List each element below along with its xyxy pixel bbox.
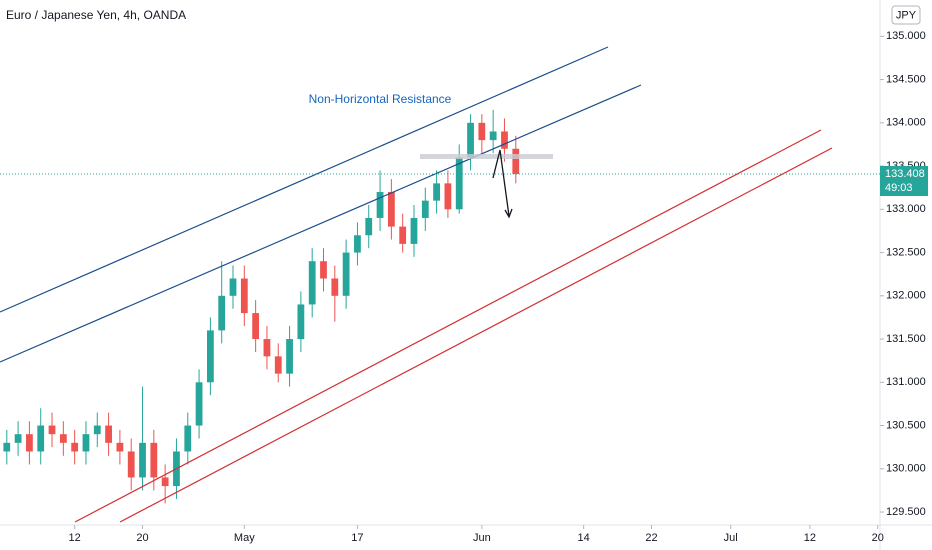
x-tick-label: 14 [578, 532, 590, 544]
trend-line [0, 84, 642, 363]
y-tick-label: 131.000 [886, 376, 926, 388]
candle-body [93, 425, 101, 435]
candle-body [331, 278, 339, 296]
candle-body [150, 442, 158, 478]
candle-body [26, 434, 33, 452]
y-tick-label: 132.000 [886, 290, 926, 302]
x-tick-label: 17 [351, 532, 363, 544]
candle-body [308, 261, 316, 305]
annotation: Non-Horizontal Resistance [309, 92, 452, 106]
candle-body [139, 442, 146, 478]
candle-body [320, 261, 327, 279]
x-tick-label: May [234, 532, 255, 544]
candle-body [184, 425, 192, 452]
price-axis-bg [880, 0, 932, 550]
countdown: 49:03 [885, 182, 913, 194]
candle-body [3, 442, 11, 452]
candle-body [195, 382, 203, 426]
last-price-label: 133.408 [885, 168, 925, 180]
candle-body [229, 278, 237, 296]
candle-body [161, 477, 169, 487]
marks [3, 109, 520, 504]
y-tick-label: 129.500 [886, 506, 926, 518]
y-tick-label: 132.500 [886, 246, 926, 258]
candle-body [376, 192, 384, 218]
candle-body [127, 451, 135, 478]
candle-body [82, 434, 90, 452]
candle-body [71, 442, 79, 452]
candle-body [478, 122, 486, 141]
arrow-head [504, 208, 513, 219]
candle-body [116, 442, 124, 452]
x-tick-label: Jul [724, 532, 738, 544]
candle-body [433, 183, 440, 201]
x-tick-label: 12 [69, 532, 81, 544]
candle-body [489, 131, 497, 141]
candle-body [14, 434, 22, 443]
x-tick-label: 20 [872, 532, 884, 544]
candle-body [37, 425, 45, 452]
candle-body [512, 148, 520, 175]
y-tick-label: 134.500 [886, 73, 926, 85]
candle-body [274, 356, 282, 374]
x-tick-label: Jun [473, 532, 491, 544]
candle-body [59, 434, 67, 443]
candle-body [444, 183, 452, 210]
x-tick-label: 22 [645, 532, 657, 544]
y-tick-label: 131.500 [886, 333, 926, 345]
trend-line [119, 147, 833, 523]
arrow [492, 149, 510, 217]
candle-body [467, 122, 474, 158]
candle-body [218, 295, 226, 331]
candle-body [421, 200, 429, 218]
last-price-box [880, 166, 928, 197]
candle-body [252, 313, 260, 340]
candle-body [399, 226, 407, 244]
drawings: Non-Horizontal Resistance [0, 46, 833, 523]
x-tick-label: 20 [136, 532, 148, 544]
x-tick-label: 12 [804, 532, 816, 544]
candle-body [105, 425, 112, 443]
currency: JPY [896, 9, 917, 21]
candle-body [48, 425, 56, 435]
candle-body [206, 330, 214, 383]
candle-body [263, 339, 271, 357]
candle-body [240, 278, 248, 314]
currency-button[interactable] [891, 5, 921, 25]
y-tick-label: 134.000 [886, 117, 926, 129]
candle-body [286, 339, 293, 374]
resistance-zone [420, 154, 553, 159]
candle-body [410, 217, 418, 244]
trend-line [0, 46, 609, 313]
candle-body [354, 235, 361, 253]
chart-title: Euro / Japanese Yen, 4h, OANDA [6, 8, 186, 22]
y-tick-label: 133.000 [886, 203, 926, 215]
candle-body [455, 157, 463, 210]
y-tick-label: 130.500 [886, 419, 926, 431]
trend-line [74, 129, 822, 523]
y-tick-label: 130.000 [886, 463, 926, 475]
candle-body [501, 131, 508, 149]
candle-body [365, 217, 373, 236]
candle-body [342, 252, 350, 296]
candle-body [297, 304, 305, 340]
candle-body [387, 192, 395, 227]
y-tick-label: 135.000 [886, 30, 926, 42]
